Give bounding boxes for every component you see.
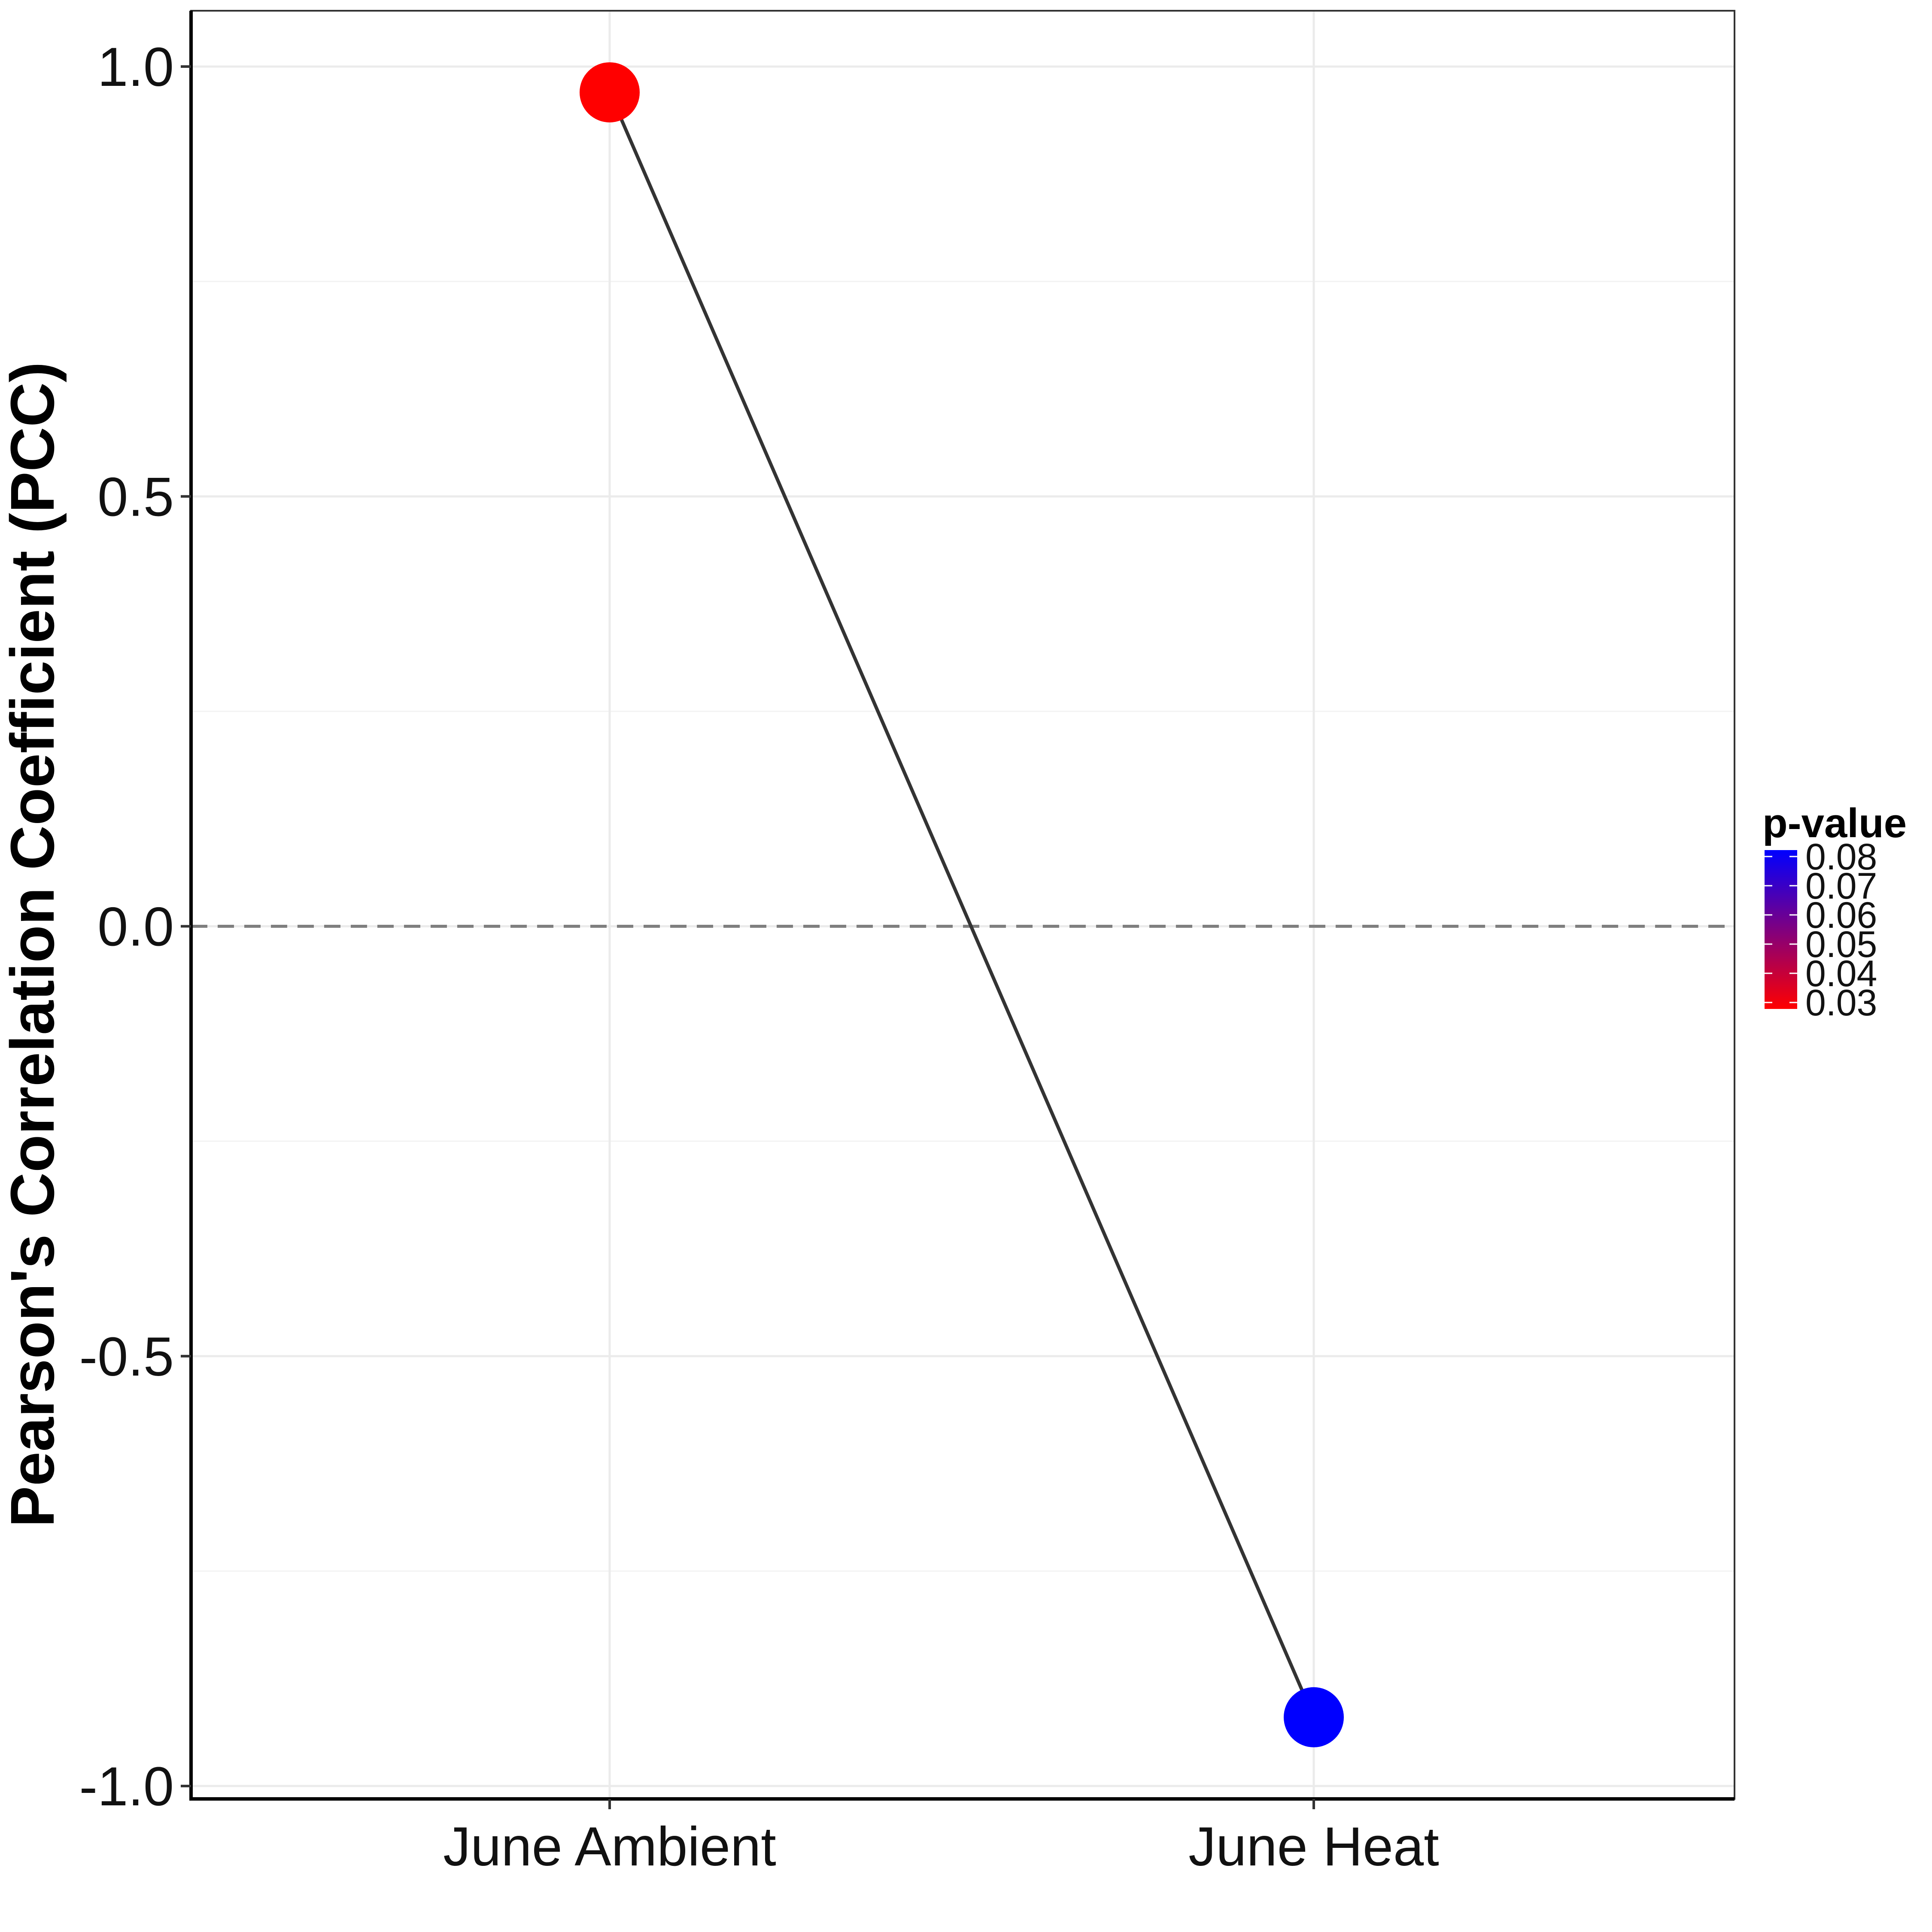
legend-label: 0.03 — [1805, 982, 1877, 1024]
legend-label: 0.05 — [1805, 924, 1877, 965]
legend-labels: 0.080.070.060.050.040.03 — [1765, 836, 1877, 1024]
legend-label: 0.06 — [1805, 895, 1877, 936]
y-tick-label: 0.0 — [97, 896, 174, 958]
legend-colorbar — [1765, 850, 1797, 1009]
grid — [191, 11, 1735, 1799]
legend-label: 0.07 — [1805, 866, 1877, 907]
x-tick-label: June Ambient — [443, 1816, 776, 1877]
data-point-june-ambient — [580, 62, 640, 123]
x-axis-ticks: June Ambient June Heat — [443, 1799, 1439, 1877]
x-tick-label: June Heat — [1188, 1816, 1439, 1877]
y-tick-label: -1.0 — [79, 1756, 174, 1817]
legend-label: 0.04 — [1805, 953, 1877, 994]
y-axis-title: Pearson's Correlation Coefficient (PCC) — [0, 362, 67, 1528]
series-line — [608, 91, 1315, 1718]
data-point-june-heat — [1284, 1687, 1344, 1747]
y-tick-label: 1.0 — [97, 36, 174, 98]
legend-title: p-value — [1762, 800, 1907, 846]
y-axis-ticks: -1.0 -0.5 0.0 0.5 1.0 — [79, 36, 191, 1817]
legend-label: 0.08 — [1805, 836, 1877, 878]
y-tick-label: -0.5 — [79, 1326, 174, 1388]
series-pcc — [580, 62, 1344, 1747]
y-tick-label: 0.5 — [97, 466, 174, 528]
legend: p-value 0.080.070.060.050.040.03 — [1762, 800, 1907, 1024]
